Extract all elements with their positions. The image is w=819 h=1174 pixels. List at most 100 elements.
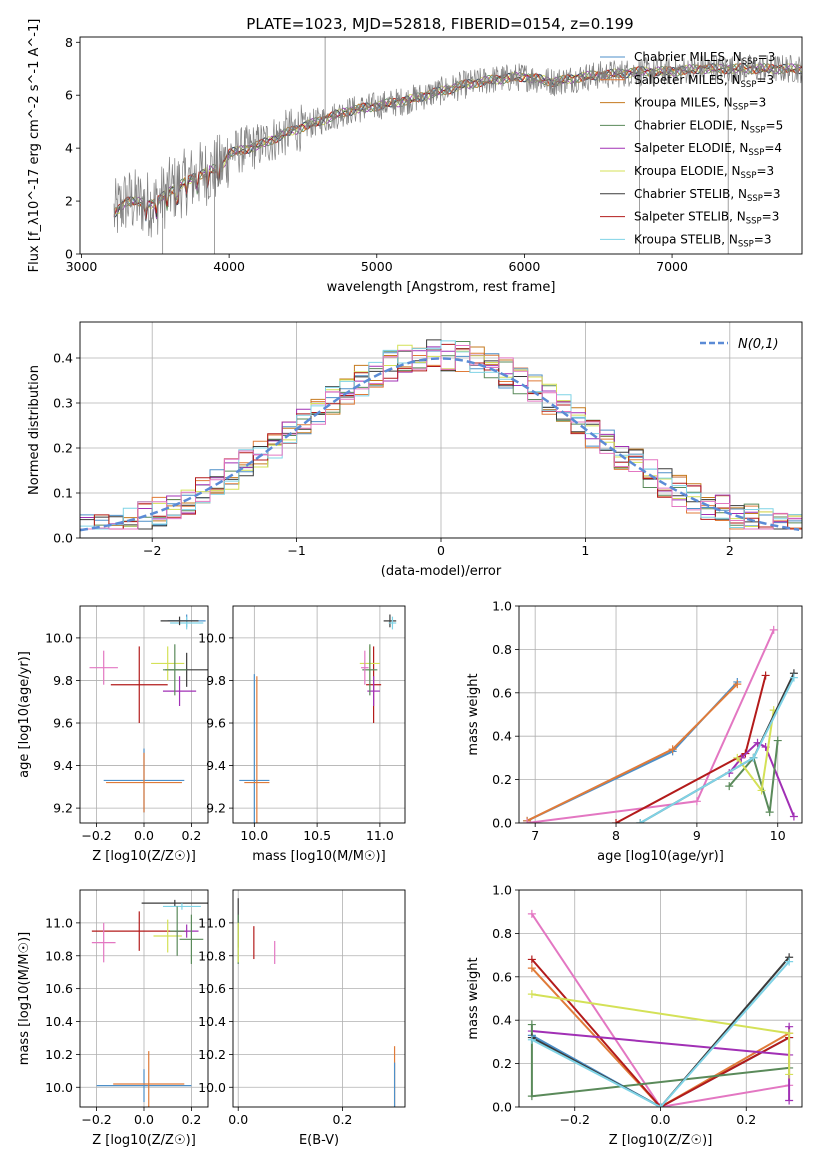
x-tick-label: 11.0 [366,828,394,843]
y-tick-label: 10.2 [198,1047,226,1062]
weight-marker [527,964,536,973]
axes-frame [232,605,406,824]
legend-entry: Salpeter ELODIE, NSSP=4 [634,141,782,158]
weight-marker [733,680,742,689]
y-axis-label: mass [log10(M/M☉)] [17,932,32,1065]
weight-marker [523,819,532,823]
y-tick-label: 9.4 [53,758,73,773]
weight-marker [785,1096,794,1105]
residuals-plot-area [80,322,802,538]
residuals-axes: −2 −1 0 1 2 0.0 0.1 0.2 0.3 0.4 (data-model)/error… [27,321,803,579]
y-tick-label: 10.4 [198,1014,226,1029]
x-tick-label: −0.2 [560,1112,590,1127]
weight-marker [789,673,798,682]
legend-subscript: SSP [741,171,757,181]
y-tick-label: 0.2 [492,772,512,787]
axes-frame [79,889,209,1108]
legend-nssp: =3 [763,187,781,201]
y-tick-label: 0.8 [492,642,512,657]
legend-entry: Kroupa ELODIE, NSSP=3 [634,164,774,181]
weight-marker [785,1029,794,1038]
legend-entry: Salpeter MILES, NSSP=3 [634,73,774,90]
y-tick-label: 11.0 [198,915,226,930]
y-tick-label: 0 [65,247,73,262]
legend-nssp: =3 [758,50,776,64]
x-tick-label: 0.2 [181,828,201,843]
weight-line [526,683,739,822]
weight-line [728,740,779,813]
weight_vs_Z-plot-area [519,890,802,1107]
x-tick-label: 0.0 [134,828,154,843]
y-tick-label: 0.8 [492,926,512,941]
x-axis-label: E(B-V) [299,1133,339,1148]
legend-entry: Chabrier ELODIE, NSSP=5 [634,118,783,135]
y-tick-label: 0.1 [53,486,73,501]
legend-nssp: =5 [766,118,784,132]
figure-title: PLATE=1023, MJD=52818, FIBERID=0154, z=0… [246,15,633,33]
weight-line [736,710,775,794]
legend-nssp: =3 [756,164,774,178]
weight-marker [789,812,798,821]
y-tick-label: 0.2 [492,1056,512,1071]
y-tick-label: 10.8 [45,948,73,963]
weight-line [531,956,790,1107]
y-tick-label: 0.4 [492,1013,512,1028]
y-tick-label: 9.8 [53,673,73,688]
y-tick-label: 9.6 [206,716,226,731]
weight-line [526,681,739,822]
weight-marker [527,1020,536,1029]
weight-marker [527,955,536,964]
weight-marker [636,819,645,823]
observed-spectrum-line [113,54,802,238]
y-tick-label: 9.2 [206,801,226,816]
x-tick-label: −0.2 [81,828,111,843]
x-tick-label: 5000 [361,259,393,274]
legend-subscript: SSP [747,194,763,204]
y-tick-label: 1.0 [492,599,512,614]
weight-marker [761,671,770,680]
mass_vs_Z-axes: −0.2 0.0 0.2 10.0 10.2 10.4 10.6 10.8 11.0 Z [log… [17,889,209,1148]
x-tick-label: −1 [287,543,305,558]
y-tick-label: 10.0 [45,1080,73,1095]
y-axis-label: age [log10(age/yr)] [17,651,32,778]
weight-marker [527,909,536,918]
x-tick-label: 8 [612,828,620,843]
x-tick-label: 10 [770,828,786,843]
weight-marker [749,753,758,762]
y-tick-label: 8 [65,35,73,50]
weight-marker [612,819,621,823]
y-tick-label: 10.0 [45,630,73,645]
axes-frame [79,321,803,539]
x-tick-label: 4000 [213,259,245,274]
legend-nssp: =3 [762,210,780,224]
legend-subscript: SSP [738,239,754,249]
weight_vs_Z-axes: −0.2 0.0 0.2 0.0 0.2 0.4 0.6 0.8 1.0 Z [log10(Z/Z… [466,883,803,1148]
x-axis-label: Z [log10(Z/Z☉)] [92,849,196,864]
x-tick-label: 6000 [509,259,541,274]
weight-line [531,967,790,1107]
x-tick-label: 7000 [656,259,688,274]
y-tick-label: 10.4 [45,1014,73,1029]
legend-entry: Salpeter STELIB, NSSP=3 [634,210,779,227]
y-axis-label: Normed distribution [27,365,42,495]
axes-frame [79,36,803,255]
y-tick-label: 6 [65,88,73,103]
y-tick-label: 4 [65,141,73,156]
axes-frame [79,605,209,824]
y-tick-label: 9.2 [53,801,73,816]
histogram-step [80,345,802,530]
legend-entry: Kroupa STELIB, NSSP=3 [634,232,772,249]
y-tick-label: 10.2 [45,1047,73,1062]
legend-subscript: SSP [746,217,762,227]
weight-marker [527,990,536,999]
y-tick-label: 10.0 [198,1080,226,1095]
x-tick-label: 7 [531,828,539,843]
y-tick-label: 10.6 [45,981,73,996]
weight-marker [757,786,766,795]
y-tick-label: 0.0 [492,816,512,831]
y-tick-label: 2 [65,194,73,209]
legend-nssp: =3 [756,73,774,87]
age_vs_mass-axes: 10.0 10.5 11.0 9.2 9.4 9.6 9.8 10.0 mass [log10(… [198,605,406,864]
weight-marker [527,1092,536,1101]
